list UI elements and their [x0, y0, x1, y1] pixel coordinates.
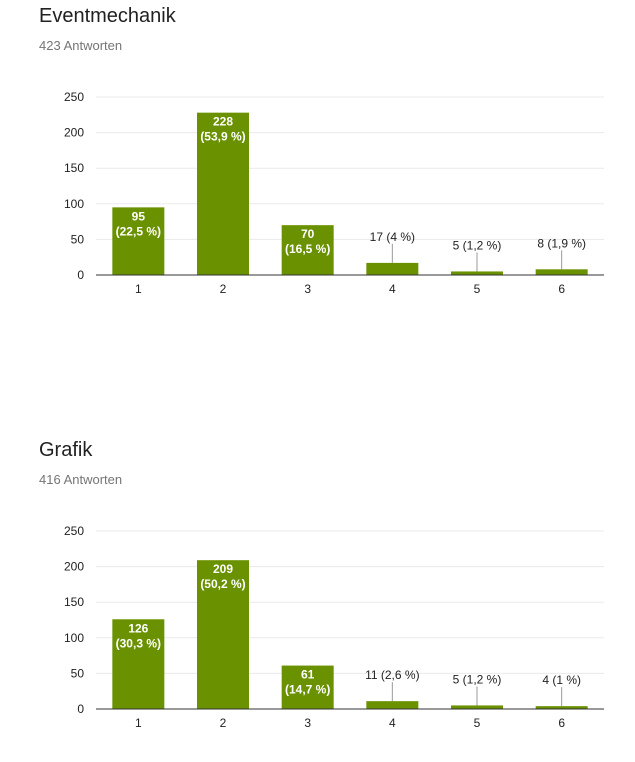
- bar: [281, 665, 334, 709]
- x-tick-label: 6: [558, 716, 565, 730]
- data-label: (22,5 %): [116, 224, 161, 238]
- bar: [535, 706, 588, 709]
- x-tick-label: 2: [220, 716, 227, 730]
- x-tick-label: 4: [389, 282, 396, 296]
- bar: [451, 271, 503, 275]
- y-tick-label: 0: [77, 268, 84, 282]
- data-label: 5 (1,2 %): [453, 238, 502, 252]
- bar: [197, 560, 249, 709]
- y-tick-label: 200: [64, 560, 84, 574]
- x-tick-label: 1: [135, 282, 142, 296]
- bar: [535, 269, 588, 275]
- y-tick-label: 150: [64, 161, 84, 175]
- data-label: 61: [301, 668, 315, 682]
- bar: [112, 619, 165, 709]
- data-label: 70: [301, 227, 315, 241]
- y-tick-label: 250: [64, 90, 84, 104]
- data-label: 11 (2,6 %): [365, 668, 419, 682]
- bar-chart: 0 50 100 150 200 250 126(30,3 %) 1 209(50,2 %) 2 6…: [64, 524, 604, 730]
- response-count: 416 Antworten: [39, 472, 123, 487]
- x-tick-label: 3: [304, 282, 311, 296]
- y-tick-label: 50: [71, 232, 85, 246]
- question-title: Eventmechanik: [39, 5, 176, 27]
- data-label: 4 (1 %): [542, 673, 581, 687]
- data-label: 126: [128, 621, 148, 635]
- data-label: (30,3 %): [116, 636, 161, 650]
- data-label: (16,5 %): [285, 242, 330, 256]
- data-label: 95: [132, 209, 146, 223]
- x-tick-label: 6: [558, 282, 565, 296]
- bar: [281, 225, 334, 275]
- bar: [366, 701, 419, 709]
- y-tick-label: 250: [64, 524, 84, 538]
- response-count: 423 Antworten: [39, 38, 123, 53]
- bar-chart: 0 50 100 150 200 250 95(22,5 %) 1 228(53,9 %) 2 70…: [64, 90, 604, 296]
- bar: [366, 262, 419, 275]
- data-label: 228: [213, 115, 233, 129]
- data-label: (50,2 %): [200, 577, 245, 591]
- data-label: 17 (4 %): [370, 230, 415, 244]
- x-tick-label: 5: [474, 282, 481, 296]
- x-tick-label: 5: [474, 716, 481, 730]
- y-tick-label: 200: [64, 126, 84, 140]
- data-label: (14,7 %): [285, 683, 330, 697]
- y-tick-label: 150: [64, 595, 84, 609]
- question-title: Grafik: [39, 439, 93, 461]
- data-label: 209: [213, 562, 233, 576]
- y-tick-label: 100: [64, 631, 84, 645]
- bar: [197, 112, 249, 275]
- data-label: 5 (1,2 %): [453, 672, 502, 686]
- data-label: 8 (1,9 %): [537, 236, 586, 250]
- y-tick-label: 0: [77, 702, 84, 716]
- data-label: (53,9 %): [200, 130, 245, 144]
- bar: [112, 207, 165, 275]
- x-tick-label: 4: [389, 716, 396, 730]
- x-tick-label: 2: [220, 282, 227, 296]
- y-tick-label: 100: [64, 197, 84, 211]
- x-tick-label: 3: [304, 716, 311, 730]
- bar: [451, 705, 503, 709]
- x-tick-label: 1: [135, 716, 142, 730]
- y-tick-label: 50: [71, 666, 85, 680]
